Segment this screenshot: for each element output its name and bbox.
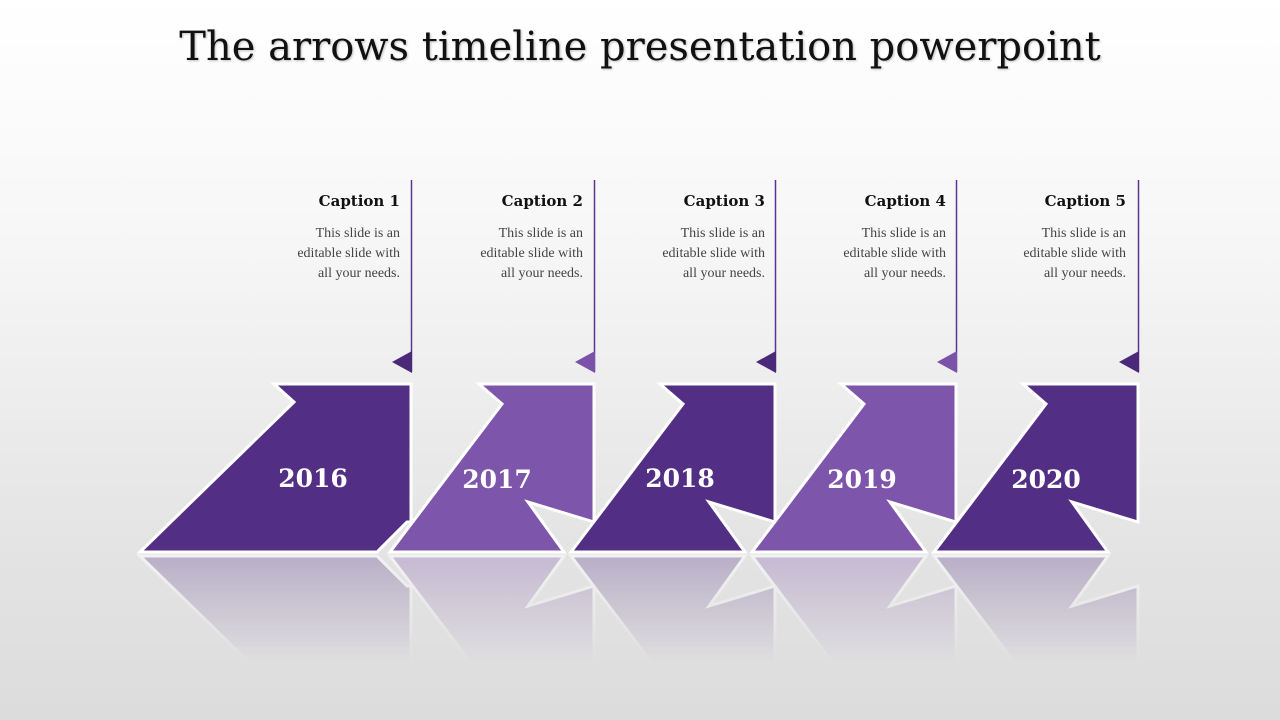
caption-block-4: Caption 4 This slide is an editable slid… xyxy=(776,192,946,284)
triangle-marker xyxy=(937,351,957,373)
timeline-arrow-reflection-5 xyxy=(930,554,1140,720)
timeline-arrow-5 xyxy=(930,382,1140,554)
caption-block-2: Caption 2 This slide is an editable slid… xyxy=(413,192,583,284)
caption-line: editable slide with xyxy=(843,246,946,261)
timeline-arrow-reflection-2 xyxy=(386,554,596,720)
year-label: 2020 xyxy=(1011,465,1081,494)
timeline-arrow-reflection-3 xyxy=(567,554,777,720)
caption-block-5: Caption 5 This slide is an editable slid… xyxy=(956,192,1126,284)
caption-line: editable slide with xyxy=(662,246,765,261)
caption-line: This slide is an xyxy=(680,226,765,241)
triangle-marker xyxy=(575,351,595,373)
year-label: 2019 xyxy=(827,465,897,494)
triangle-marker xyxy=(392,351,412,373)
timeline-years: 2016 2017 2018 2019 2020 xyxy=(278,464,1081,494)
year-label: 2016 xyxy=(278,464,348,493)
caption-line: This slide is an xyxy=(498,226,583,241)
caption-line: editable slide with xyxy=(297,246,400,261)
caption-block-3: Caption 3 This slide is an editable slid… xyxy=(595,192,765,284)
caption-line: editable slide with xyxy=(480,246,583,261)
timeline-arrow-1 xyxy=(136,382,413,554)
caption-body: This slide is an editable slide with all… xyxy=(595,224,765,284)
triangle-marker xyxy=(756,351,776,373)
caption-line: all your needs. xyxy=(863,266,946,281)
caption-line: This slide is an xyxy=(315,226,400,241)
caption-line: This slide is an xyxy=(1041,226,1126,241)
caption-title: Caption 3 xyxy=(683,192,765,210)
caption-title: Caption 4 xyxy=(864,192,946,210)
caption-line: all your needs. xyxy=(500,266,583,281)
caption-line: editable slide with xyxy=(1023,246,1126,261)
caption-line: all your needs. xyxy=(1043,266,1126,281)
timeline-arrow-reflection-4 xyxy=(748,554,958,720)
year-label: 2017 xyxy=(462,465,532,494)
caption-line: all your needs. xyxy=(317,266,400,281)
caption-title: Caption 5 xyxy=(1044,192,1126,210)
timeline-arrow-3 xyxy=(567,382,777,554)
timeline-arrows xyxy=(136,382,1140,554)
caption-title: Caption 1 xyxy=(318,192,400,210)
timeline-reflection xyxy=(136,554,1140,720)
timeline-arrow-4 xyxy=(748,382,958,554)
slide-title: The arrows timeline presentation powerpo… xyxy=(179,24,1101,70)
triangle-marker xyxy=(1119,351,1139,373)
caption-block-1: Caption 1 This slide is an editable slid… xyxy=(230,192,400,284)
caption-body: This slide is an editable slide with all… xyxy=(413,224,583,284)
caption-title: Caption 2 xyxy=(501,192,583,210)
year-label: 2018 xyxy=(645,464,715,493)
caption-body: This slide is an editable slide with all… xyxy=(230,224,400,284)
caption-body: This slide is an editable slide with all… xyxy=(956,224,1126,284)
caption-line: all your needs. xyxy=(682,266,765,281)
timeline-arrow-reflection-1 xyxy=(136,554,413,720)
caption-line: This slide is an xyxy=(861,226,946,241)
timeline-arrow-2 xyxy=(386,382,596,554)
caption-body: This slide is an editable slide with all… xyxy=(776,224,946,284)
timeline-markers xyxy=(392,180,1140,373)
